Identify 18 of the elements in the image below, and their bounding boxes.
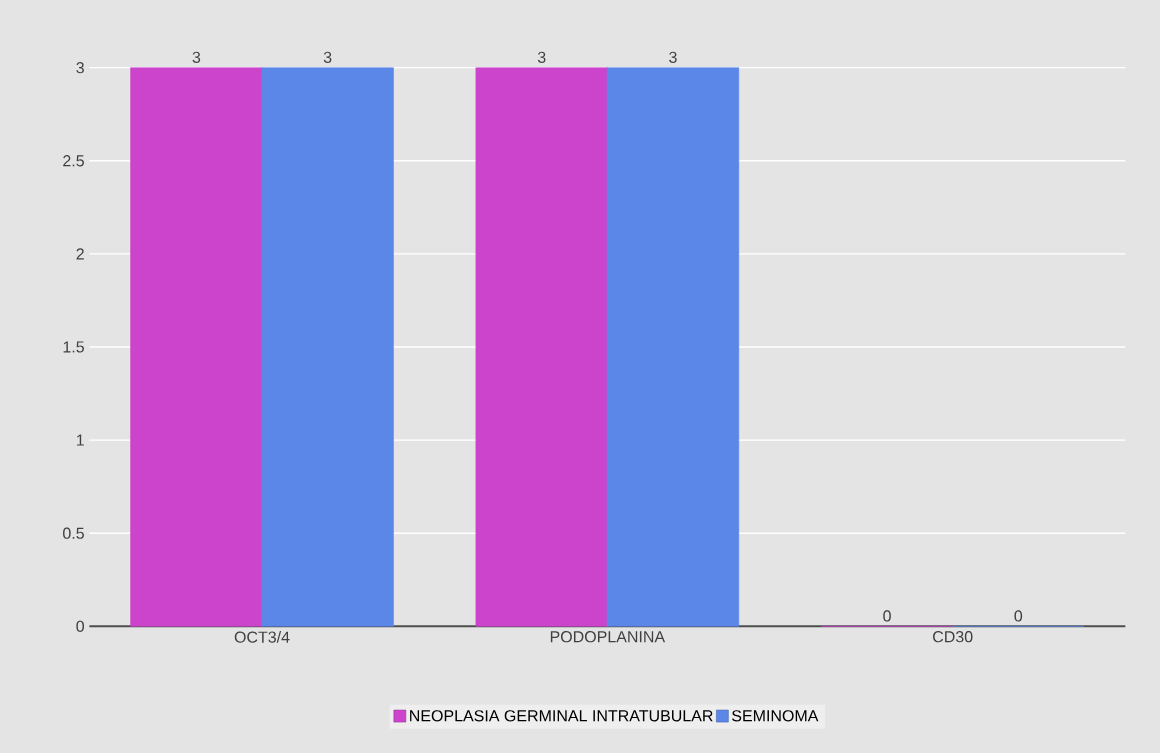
data-label: 0 [1014,610,1023,622]
y-tick-label: 0 [76,620,85,632]
x-tick-label: CD30 [933,631,973,643]
y-tick-label: 1.5 [63,341,84,353]
y-tick-label: 1 [76,434,84,446]
x-tick-label: PODOPLANINA [550,631,666,643]
x-tick-label: OCT3/4 [234,631,290,643]
legend-label: NEOPLASIA GERMINAL INTRATUBULAR [410,710,713,722]
legend-label: SEMINOMA [732,710,819,722]
data-label: 3 [323,51,332,63]
data-label: 3 [537,51,546,63]
data-label: 0 [883,610,891,622]
y-tick-label: 0.5 [63,527,84,539]
data-label: 3 [192,51,201,63]
y-tick-label: 2.5 [63,155,84,167]
data-label: 3 [669,51,677,63]
y-tick-label: 3 [76,62,84,74]
y-tick-label: 2 [76,248,84,260]
